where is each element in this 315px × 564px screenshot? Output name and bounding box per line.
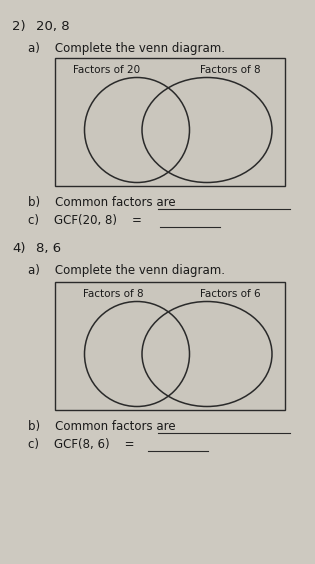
Text: 8, 6: 8, 6 xyxy=(36,242,61,255)
Text: a)    Complete the venn diagram.: a) Complete the venn diagram. xyxy=(28,264,225,277)
Text: b)    Common factors are: b) Common factors are xyxy=(28,420,176,433)
Text: c)    GCF(8, 6)    =: c) GCF(8, 6) = xyxy=(28,438,135,451)
Text: 20, 8: 20, 8 xyxy=(36,20,70,33)
Text: c)    GCF(20, 8)    =: c) GCF(20, 8) = xyxy=(28,214,142,227)
Text: b)    Common factors are: b) Common factors are xyxy=(28,196,176,209)
Text: Factors of 8: Factors of 8 xyxy=(83,289,143,299)
FancyBboxPatch shape xyxy=(55,282,285,410)
FancyBboxPatch shape xyxy=(55,58,285,186)
Text: Factors of 8: Factors of 8 xyxy=(200,65,260,75)
Text: 4): 4) xyxy=(12,242,26,255)
Text: 2): 2) xyxy=(12,20,26,33)
Text: Factors of 20: Factors of 20 xyxy=(73,65,140,75)
Text: Factors of 6: Factors of 6 xyxy=(200,289,260,299)
Text: a)    Complete the venn diagram.: a) Complete the venn diagram. xyxy=(28,42,225,55)
